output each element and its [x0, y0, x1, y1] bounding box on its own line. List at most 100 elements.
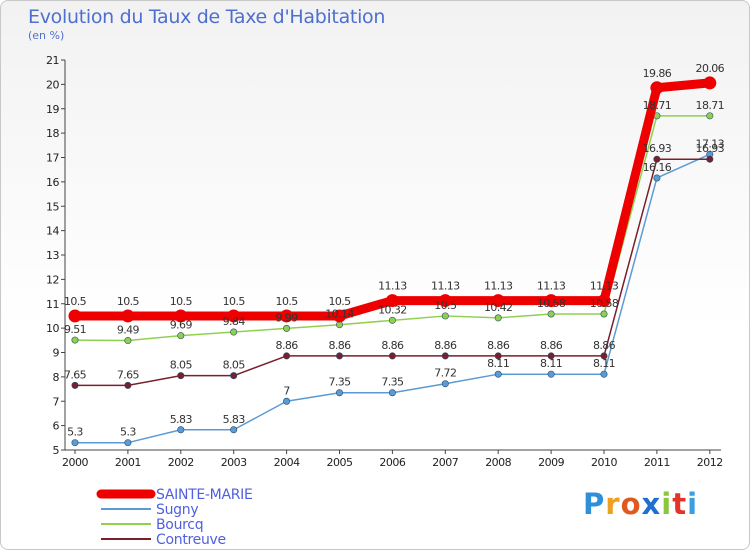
series-sainte-marie	[68, 76, 717, 323]
data-point	[600, 310, 608, 318]
y-tick-label: 20	[46, 78, 59, 91]
data-label: 7	[283, 384, 290, 397]
data-point	[600, 352, 608, 360]
data-label: 5.3	[67, 426, 83, 439]
data-point	[227, 309, 241, 323]
data-point	[388, 352, 396, 360]
data-point	[68, 309, 82, 323]
y-tick-label: 19	[46, 103, 59, 116]
series-contreuve	[71, 155, 714, 389]
data-point	[177, 426, 185, 434]
data-label: 7.72	[434, 367, 456, 380]
data-point	[71, 439, 79, 447]
proxiti-logo: Proxiti	[583, 487, 699, 521]
data-point	[335, 352, 343, 360]
data-point	[441, 380, 449, 388]
data-label: 10.42	[484, 301, 513, 314]
x-tick-label: 2009	[538, 456, 564, 469]
x-tick-label: 2004	[274, 456, 300, 469]
x-tick-label: 2000	[62, 456, 88, 469]
data-point	[653, 155, 661, 163]
y-tick-label: 14	[46, 225, 59, 238]
data-label: 8.11	[487, 357, 509, 370]
data-label: 8.86	[434, 339, 457, 352]
data-label: 7.35	[328, 376, 351, 389]
y-tick-label: 12	[46, 273, 59, 286]
y-tick-label: 5	[53, 444, 60, 457]
x-tick-label: 2007	[432, 456, 458, 469]
data-label: 10.14	[325, 308, 354, 321]
data-label: 7.35	[381, 376, 404, 389]
data-label: 16.16	[643, 161, 672, 174]
data-point	[544, 294, 558, 308]
data-point	[177, 332, 185, 340]
data-label: 20.06	[696, 62, 725, 75]
data-label: 16.93	[643, 142, 672, 155]
data-label: 7.65	[117, 368, 140, 381]
data-point	[333, 309, 346, 323]
data-point	[547, 352, 555, 360]
data-point	[283, 397, 291, 405]
data-point	[388, 316, 396, 324]
data-point	[280, 309, 294, 323]
data-label: 10.32	[378, 303, 407, 316]
data-label: 10.5	[223, 295, 246, 308]
data-point	[230, 328, 238, 336]
data-label: 9.84	[223, 315, 246, 328]
data-label: 8.05	[170, 359, 193, 372]
x-tick-label: 2005	[327, 456, 353, 469]
series-bourcq	[71, 112, 714, 345]
data-label: 11.13	[484, 280, 513, 293]
x-tick-label: 2002	[168, 456, 194, 469]
series-sugny	[71, 150, 714, 447]
data-point	[385, 294, 399, 308]
y-tick-label: 13	[46, 249, 59, 262]
data-label: 8.86	[540, 339, 563, 352]
data-label: 8.11	[593, 357, 615, 370]
data-label: 18.71	[696, 99, 725, 112]
data-label: 5.83	[223, 413, 246, 426]
data-point	[71, 381, 79, 389]
data-label: 10.5	[276, 295, 299, 308]
data-label: 5.83	[170, 413, 193, 426]
data-label: 10.5	[117, 295, 140, 308]
data-label: 10.58	[537, 297, 566, 310]
data-point	[706, 112, 714, 120]
y-tick-label: 11	[46, 298, 59, 311]
legend-label-bourcq: Bourcq	[156, 517, 203, 533]
data-point	[121, 309, 135, 323]
data-label: 7.65	[64, 368, 87, 381]
data-label: 19.86	[643, 67, 672, 80]
data-label: 9.49	[117, 324, 140, 337]
y-tick-label: 17	[46, 152, 59, 165]
data-point	[494, 370, 502, 378]
data-point	[71, 336, 79, 344]
data-point	[438, 294, 452, 308]
y-tick-label: 15	[46, 200, 59, 213]
data-label: 17.13	[696, 137, 725, 150]
data-label: 8.86	[328, 339, 351, 352]
data-label: 10.5	[328, 295, 351, 308]
y-tick-label: 8	[53, 371, 60, 384]
data-point	[441, 352, 449, 360]
legend-label-contreuve: Contreuve	[156, 532, 226, 548]
data-point	[547, 370, 555, 378]
x-tick-label: 2003	[221, 456, 247, 469]
data-label: 5.3	[120, 426, 136, 439]
data-point	[124, 337, 132, 345]
data-label: 8.86	[487, 339, 510, 352]
x-tick-label: 2011	[644, 456, 670, 469]
data-point	[335, 321, 343, 329]
y-tick-label: 10	[46, 322, 59, 335]
data-point	[177, 372, 185, 380]
data-point	[230, 426, 238, 434]
data-label: 8.86	[593, 339, 616, 352]
data-label: 10.5	[64, 295, 87, 308]
data-label: 8.11	[540, 357, 562, 370]
data-point	[174, 309, 188, 323]
data-point	[494, 352, 502, 360]
x-tick-label: 2001	[115, 456, 141, 469]
data-point	[650, 81, 664, 95]
legend-label-sugny: Sugny	[156, 502, 198, 518]
